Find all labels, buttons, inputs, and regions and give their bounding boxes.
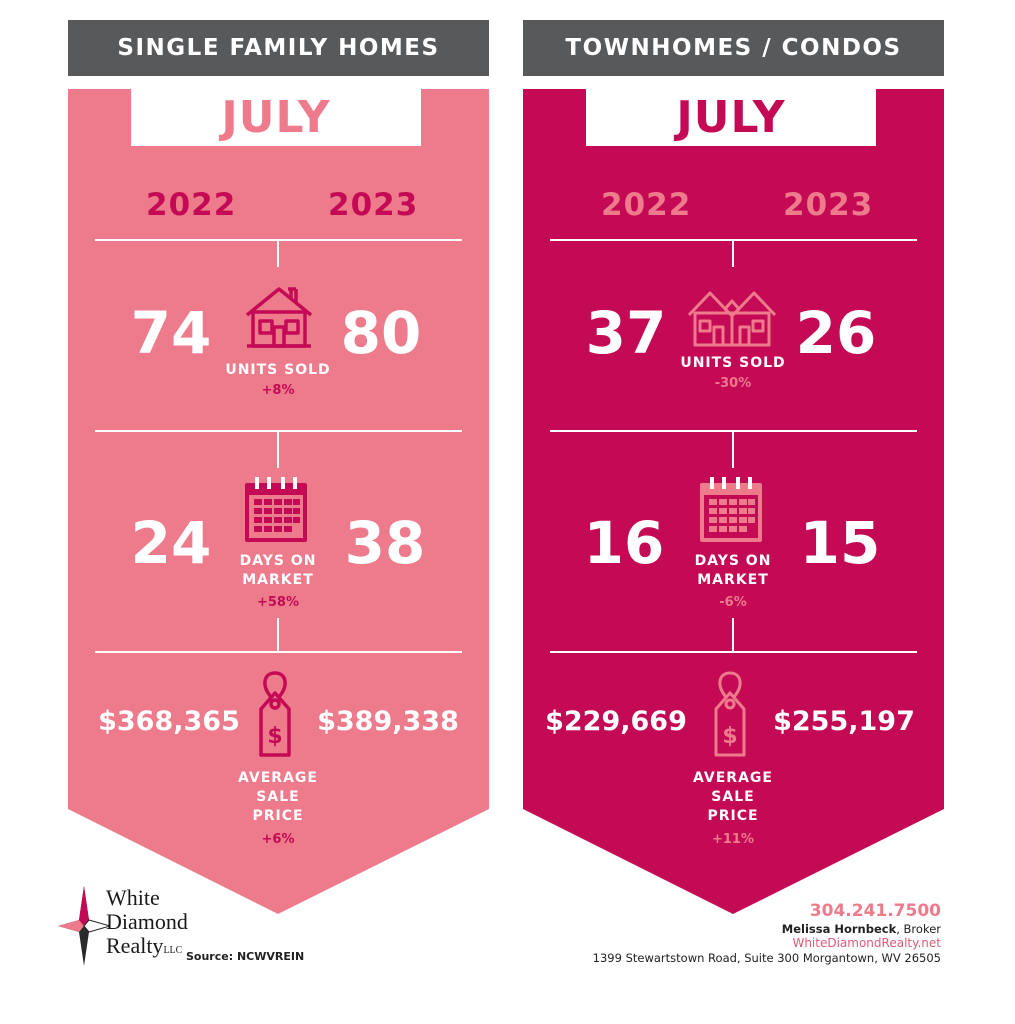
days-on-market-2023: 38 xyxy=(344,509,426,577)
average-price-2022: $229,669 xyxy=(545,706,687,737)
days-on-market-change: +58% xyxy=(256,595,299,610)
contact-phone: 304.241.7500 xyxy=(809,901,941,921)
townhouse-icon xyxy=(687,291,777,347)
year-2022: 2022 xyxy=(601,187,692,223)
average-price-change: +6% xyxy=(261,832,295,847)
month-label: JULY xyxy=(586,89,876,146)
divider-vertical xyxy=(277,239,279,267)
units-sold-2023: 26 xyxy=(795,299,877,367)
svg-text:$: $ xyxy=(267,724,282,749)
average-price-2022: $368,365 xyxy=(98,706,240,737)
days-on-market-label-line1: DAYS ON xyxy=(694,553,772,569)
days-on-market-label-line2: MARKET xyxy=(242,572,314,588)
days-on-market-2022: 16 xyxy=(583,509,665,577)
month-label: JULY xyxy=(131,89,421,146)
logo-text-diamond: Diamond xyxy=(106,909,188,934)
year-2022: 2022 xyxy=(146,187,237,223)
units-sold-change: -30% xyxy=(714,376,752,391)
contact-website-link[interactable]: WhiteDiamondRealty.net xyxy=(792,936,941,950)
days-on-market-2022: 24 xyxy=(130,509,212,577)
units-sold-change: +8% xyxy=(261,383,295,398)
average-price-label-line3: PRICE xyxy=(252,808,304,824)
logo-text-realty: RealtyLLC xyxy=(106,934,188,963)
average-price-change: +11% xyxy=(711,832,754,847)
panel-townhomes-condos: JULY 2022 2023 37 26 UNITS SOLD -30% 16 xyxy=(523,89,944,914)
logo-text-llc: LLC xyxy=(163,945,183,956)
divider-vertical xyxy=(732,239,734,267)
logo-text-realty-word: Realty xyxy=(106,933,164,958)
units-sold-label: UNITS SOLD xyxy=(225,362,331,378)
average-price-label-line1: AVERAGE xyxy=(693,770,773,786)
price-tag-icon: $ xyxy=(714,671,746,757)
divider-vertical xyxy=(277,430,279,468)
units-sold-2023: 80 xyxy=(340,299,422,367)
days-on-market-change: -6% xyxy=(719,595,747,610)
average-price-2023: $389,338 xyxy=(317,706,459,737)
divider-vertical xyxy=(732,430,734,468)
divider-vertical xyxy=(732,618,734,652)
house-icon xyxy=(245,287,313,348)
divider xyxy=(550,651,917,653)
calendar-icon xyxy=(700,477,762,542)
days-on-market-label-line2: MARKET xyxy=(697,572,769,588)
units-sold-label: UNITS SOLD xyxy=(680,355,786,371)
divider-vertical xyxy=(277,618,279,652)
average-price-label-line2: SALE xyxy=(256,789,300,805)
average-price-label-line1: AVERAGE xyxy=(238,770,318,786)
days-on-market-label: DAYS ON MARKET xyxy=(208,552,348,590)
average-price-label-line2: SALE xyxy=(711,789,755,805)
year-2023: 2023 xyxy=(328,187,419,223)
days-on-market-label-line1: DAYS ON xyxy=(239,553,317,569)
contact-broker: Melissa Hornbeck, Broker xyxy=(782,922,941,936)
broker-title: , Broker xyxy=(896,922,941,936)
year-2023: 2023 xyxy=(783,187,874,223)
contact-address: 1399 Stewartstown Road, Suite 300 Morgan… xyxy=(592,951,941,965)
broker-name: Melissa Hornbeck xyxy=(781,922,897,936)
diamond-star-logo-icon xyxy=(58,886,110,966)
price-tag-icon: $ xyxy=(259,671,291,757)
average-price-label: AVERAGE SALE PRICE xyxy=(208,769,348,826)
average-price-label: AVERAGE SALE PRICE xyxy=(663,769,803,826)
header-single-family: SINGLE FAMILY HOMES xyxy=(68,20,489,76)
units-sold-2022: 37 xyxy=(585,299,667,367)
average-price-label-line3: PRICE xyxy=(707,808,759,824)
days-on-market-2023: 15 xyxy=(799,509,881,577)
days-on-market-label: DAYS ON MARKET xyxy=(663,552,803,590)
calendar-icon xyxy=(245,477,307,542)
header-townhomes-condos: TOWNHOMES / CONDOS xyxy=(523,20,944,76)
source-note: Source: NCWVREIN xyxy=(186,950,305,963)
panel-single-family: JULY 2022 2023 74 80 UNITS SOLD +8% 24 3… xyxy=(68,89,489,914)
logo-text-white: White xyxy=(106,885,160,910)
divider xyxy=(95,651,462,653)
average-price-2023: $255,197 xyxy=(773,706,915,737)
units-sold-2022: 74 xyxy=(130,299,212,367)
svg-text:$: $ xyxy=(722,724,737,749)
